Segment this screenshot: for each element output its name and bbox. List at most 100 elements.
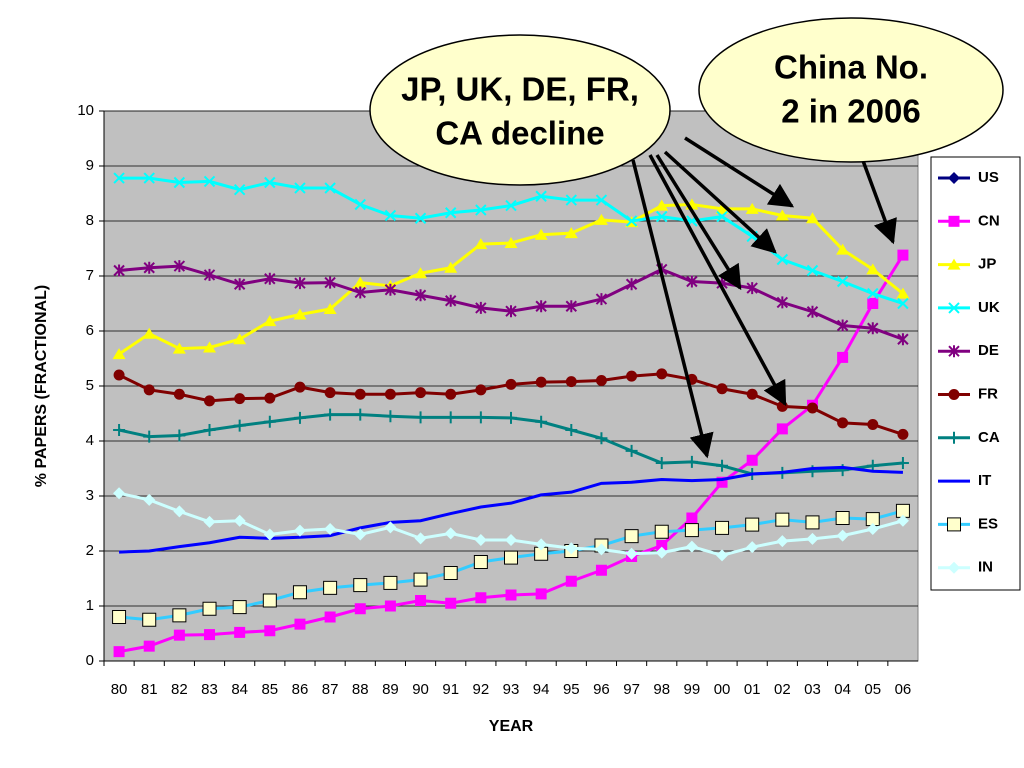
- marker: [324, 408, 337, 421]
- marker: [264, 625, 276, 637]
- marker: [415, 387, 427, 399]
- marker: [947, 517, 961, 532]
- marker: [625, 547, 638, 560]
- marker: [444, 411, 457, 424]
- marker: [383, 575, 398, 590]
- x-tick-label: 87: [322, 681, 339, 698]
- marker: [948, 302, 960, 314]
- marker: [805, 515, 820, 530]
- marker: [505, 378, 517, 390]
- y-tick-label: 10: [77, 102, 94, 119]
- marker: [203, 175, 216, 188]
- marker: [233, 183, 246, 196]
- marker: [595, 194, 608, 206]
- annotation-line: China No.: [774, 49, 928, 86]
- marker: [535, 376, 547, 388]
- marker: [324, 276, 336, 289]
- marker: [414, 212, 427, 224]
- marker: [354, 408, 367, 421]
- marker: [475, 301, 487, 314]
- marker: [836, 529, 849, 542]
- marker: [112, 610, 127, 624]
- marker: [897, 297, 909, 310]
- marker: [264, 176, 276, 189]
- marker: [806, 402, 818, 414]
- marker: [414, 289, 427, 302]
- x-axis-label: YEAR: [489, 718, 534, 735]
- y-tick-label: 5: [86, 377, 94, 394]
- x-tick-label: 03: [804, 681, 821, 698]
- marker: [746, 282, 758, 295]
- marker: [233, 419, 246, 432]
- marker: [142, 612, 157, 627]
- marker: [233, 278, 246, 291]
- marker: [896, 287, 910, 299]
- x-tick-label: 01: [744, 681, 761, 698]
- marker: [896, 514, 909, 527]
- marker: [475, 384, 487, 396]
- marker: [444, 527, 457, 540]
- marker: [716, 476, 728, 488]
- marker: [413, 572, 428, 587]
- x-tick-label: 05: [864, 681, 881, 698]
- marker: [294, 277, 306, 290]
- marker: [745, 202, 759, 214]
- marker: [113, 369, 125, 381]
- marker: [384, 388, 396, 400]
- marker: [203, 341, 217, 353]
- marker: [947, 258, 961, 270]
- marker: [173, 505, 186, 518]
- x-tick-label: 85: [261, 681, 278, 698]
- marker: [324, 523, 337, 535]
- marker: [324, 182, 336, 194]
- marker: [565, 575, 577, 587]
- marker: [866, 263, 880, 275]
- marker: [565, 424, 578, 436]
- marker: [473, 555, 488, 569]
- marker: [113, 487, 126, 500]
- marker: [626, 370, 638, 382]
- marker: [654, 524, 669, 539]
- marker: [806, 305, 819, 318]
- x-tick-label: 95: [563, 681, 580, 698]
- legend-label: JP: [978, 256, 996, 273]
- marker: [836, 243, 850, 255]
- marker: [656, 210, 668, 223]
- marker: [323, 580, 338, 595]
- marker: [535, 588, 547, 600]
- marker: [716, 549, 729, 562]
- marker: [143, 640, 155, 652]
- marker: [686, 512, 698, 524]
- marker: [444, 294, 457, 307]
- y-axis-label: % PAPERS (FRACTIONAL): [33, 285, 50, 487]
- marker: [292, 585, 307, 600]
- marker: [505, 411, 517, 424]
- marker: [867, 322, 879, 335]
- marker: [565, 194, 578, 206]
- marker: [595, 543, 608, 556]
- x-tick-label: 89: [382, 681, 399, 698]
- marker: [776, 253, 789, 266]
- marker: [234, 626, 246, 638]
- marker: [624, 529, 639, 544]
- marker: [262, 593, 277, 608]
- callout: [369, 34, 671, 186]
- marker: [806, 532, 819, 545]
- marker: [264, 272, 276, 285]
- x-tick-label: 93: [503, 681, 520, 698]
- x-tick-label: 86: [292, 681, 309, 698]
- series-layer: [112, 172, 910, 658]
- marker: [233, 333, 247, 345]
- marker: [294, 618, 306, 630]
- marker: [143, 493, 156, 506]
- marker: [142, 327, 156, 339]
- legend-items: US CN JP UK DE FR CA IT ES IN: [938, 169, 1000, 576]
- marker: [715, 202, 729, 214]
- marker: [414, 267, 428, 279]
- marker: [595, 293, 608, 306]
- marker: [565, 300, 578, 313]
- marker: [595, 432, 608, 445]
- marker: [505, 589, 517, 601]
- marker: [776, 296, 789, 309]
